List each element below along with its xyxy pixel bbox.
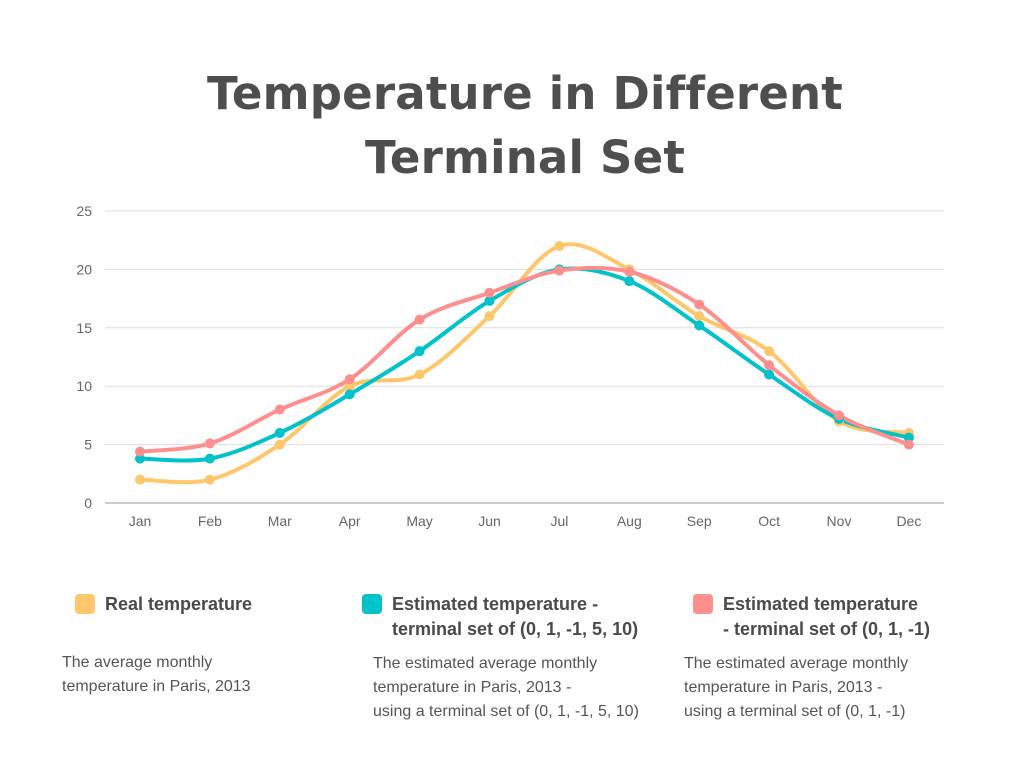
data-point-terminal-set-3 [274, 404, 285, 415]
data-point-real [135, 474, 145, 485]
y-tick-label: 5 [84, 437, 92, 453]
data-point-real [204, 474, 215, 485]
legend-swatch-terminal-set-5 [362, 594, 382, 614]
data-point-terminal-set-3 [903, 439, 914, 450]
data-point-terminal-set-5 [903, 432, 914, 443]
legend-item-terminal-set-3: Estimated temperature - terminal set of … [684, 592, 993, 724]
data-point-terminal-set-3 [135, 446, 145, 457]
data-point-terminal-set-5 [764, 369, 775, 380]
data-point-real [484, 311, 495, 322]
series-line-terminal-set-5 [138, 266, 911, 463]
data-point-terminal-set-3 [484, 287, 495, 298]
x-tick-label: Nov [827, 513, 852, 529]
data-point-terminal-set-5 [624, 276, 635, 287]
x-tick-label: Apr [339, 513, 361, 529]
y-tick-label: 0 [84, 495, 92, 511]
x-tick-label: Jul [550, 513, 568, 529]
series-line-terminal-set-3 [138, 265, 911, 454]
x-tick-label: Mar [268, 513, 292, 529]
data-point-real [694, 311, 705, 322]
data-point-terminal-set-5 [274, 427, 285, 438]
y-tick-label: 10 [76, 378, 92, 394]
data-point-terminal-set-3 [414, 314, 425, 325]
data-point-terminal-set-5 [694, 320, 705, 331]
data-point-terminal-set-3 [764, 360, 775, 371]
data-point-terminal-set-3 [834, 410, 844, 421]
x-tick-label: Sep [687, 513, 712, 529]
y-tick-label: 15 [76, 320, 92, 336]
data-point-real [344, 381, 355, 392]
data-point-real [554, 241, 565, 252]
x-tick-label: Jun [478, 513, 501, 529]
data-point-terminal-set-5 [135, 453, 145, 464]
legend-label-terminal-set-5: Estimated temperature - terminal set of … [392, 594, 639, 639]
legend-description-real: The average monthly temperature in Paris… [62, 654, 251, 695]
data-point-terminal-set-5 [484, 295, 495, 306]
x-tick-label: Aug [617, 513, 642, 529]
data-point-terminal-set-3 [554, 265, 565, 276]
line-chart: 0 5 10 15 20 25 Jan Feb Mar Apr May Jun Jul Aug Sep Oct… [76, 203, 944, 529]
legend-label-terminal-set-3: Estimated temperature - terminal set of … [723, 594, 931, 639]
legend-description-terminal-set-3: The estimated average monthly temperatur… [684, 655, 909, 720]
data-point-terminal-set-5 [344, 389, 355, 400]
data-point-real [414, 369, 425, 380]
chart-title-line-1: Temperature in Different [207, 67, 843, 120]
legend-swatch-real [75, 594, 95, 614]
data-point-terminal-set-5 [414, 346, 425, 357]
data-point-terminal-set-5 [204, 453, 215, 464]
legend-swatch-terminal-set-3 [693, 594, 713, 614]
legend-description-terminal-set-5: The estimated average monthly temperatur… [373, 655, 639, 720]
x-tick-label: Oct [758, 513, 780, 529]
data-point-terminal-set-3 [624, 266, 635, 277]
data-point-terminal-set-3 [204, 438, 215, 449]
legend-item-terminal-set-5: Estimated temperature - terminal set of … [362, 592, 682, 724]
data-point-real [764, 346, 775, 357]
chart-title-line-2: Terminal Set [364, 131, 686, 184]
x-tick-label: Feb [198, 513, 222, 529]
x-tick-label: Dec [896, 513, 921, 529]
legend-label-real: Real temperature [105, 594, 253, 614]
data-point-terminal-set-3 [344, 374, 355, 385]
x-tick-label: May [406, 513, 432, 529]
y-tick-label: 20 [76, 261, 92, 277]
data-point-terminal-set-3 [694, 299, 705, 310]
legend-item-real: Real temperature The average monthly tem… [62, 592, 395, 699]
chart-title: Temperature in Different Terminal Set [0, 62, 1024, 190]
data-point-real [274, 439, 285, 450]
x-tick-label: Jan [129, 513, 152, 529]
y-tick-label: 25 [76, 203, 92, 219]
